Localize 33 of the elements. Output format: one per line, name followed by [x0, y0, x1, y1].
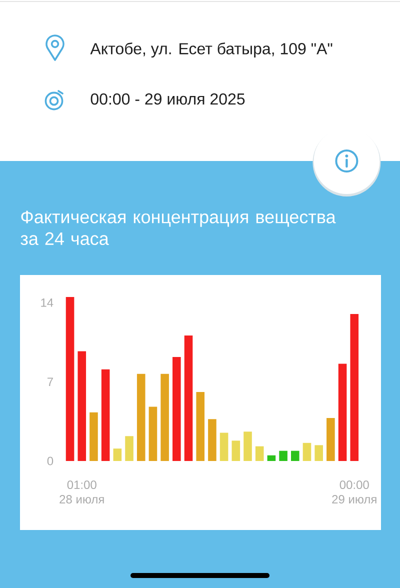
bar [172, 356, 181, 462]
x-tick-label: 01:00 28 июля [60, 480, 104, 504]
chart-title: Фактическая концентрация вещества за 24 часа [20, 210, 336, 246]
bar [196, 392, 204, 462]
bar [136, 374, 146, 462]
bar [314, 445, 323, 462]
bar [338, 364, 347, 462]
bar [113, 448, 122, 462]
y-tick-label: 7 [48, 378, 53, 386]
text: 00:00 - 29 июля 2025 [90, 93, 245, 105]
y-tick-label: 0 [47, 456, 54, 466]
bar [244, 432, 252, 462]
bar [184, 335, 193, 462]
bar [290, 450, 300, 462]
bar [279, 450, 288, 462]
bar [220, 432, 228, 462]
bar [267, 455, 276, 462]
bar [302, 442, 312, 462]
bar [66, 297, 74, 462]
bar [255, 446, 264, 462]
bar [90, 412, 98, 462]
bar [148, 406, 158, 462]
y-tick-label: 14 [41, 298, 54, 307]
bar [326, 418, 335, 462]
bar [125, 436, 134, 462]
bar [78, 351, 86, 462]
bar [101, 369, 110, 462]
bar [160, 374, 169, 462]
bar [350, 314, 359, 462]
text: Актобе, ул. Есет батыра, 109 "А" [90, 42, 332, 58]
bar [208, 419, 216, 462]
x-tick-label: 00:00 29 июля [332, 480, 376, 504]
bar [232, 440, 240, 462]
